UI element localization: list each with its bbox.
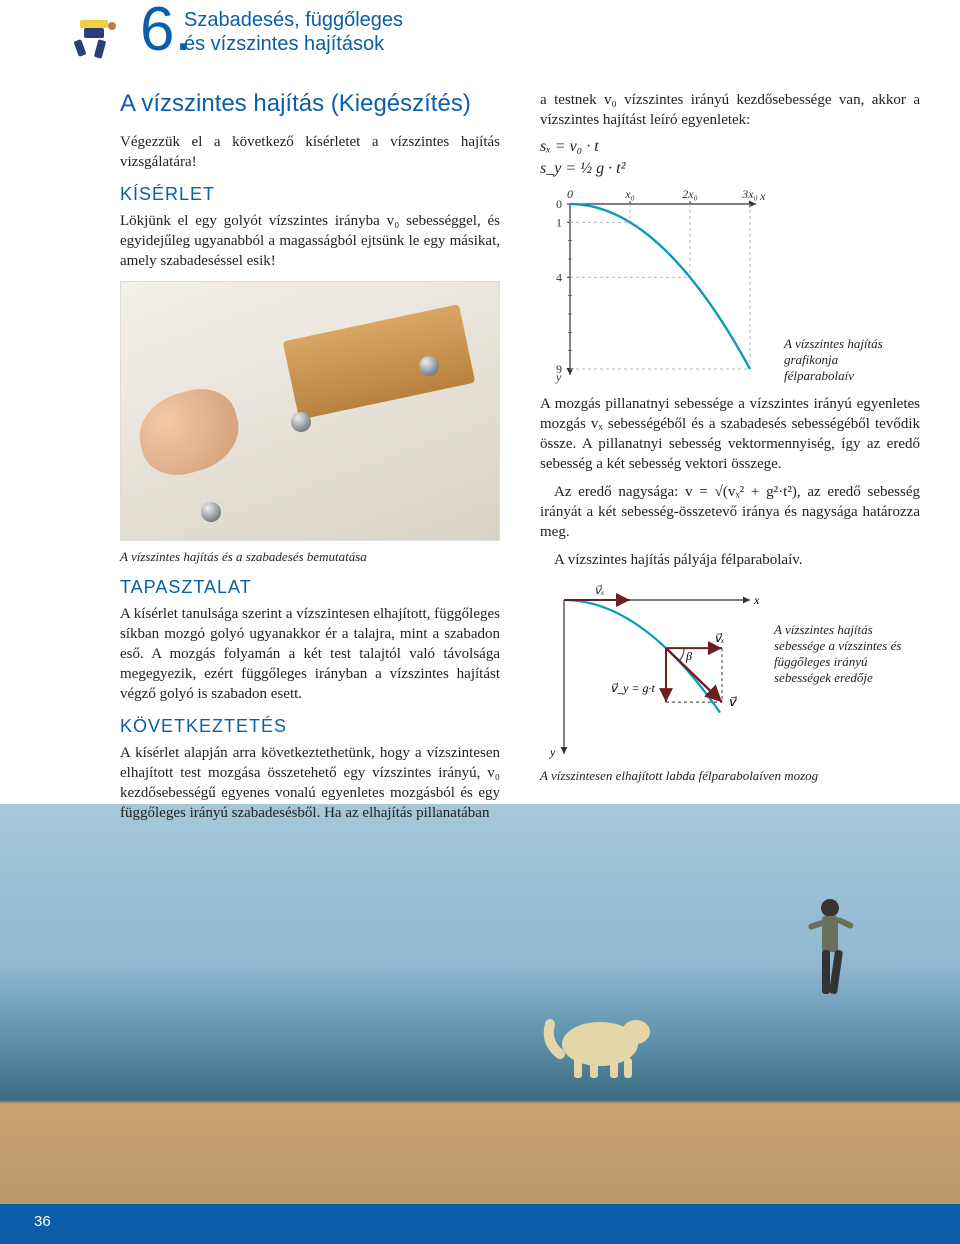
- kiserlet-heading: KÍSÉRLET: [120, 184, 500, 205]
- equation-sy: s_y = ½ g · t²: [540, 160, 920, 178]
- tapasztalat-body: A kísérlet tanulsága szerint a vízszinte…: [120, 604, 500, 704]
- parabola-chart: 0x₀2x₀3x₀x0149y A vízszintes hajítás gra…: [540, 186, 920, 386]
- kiserlet-body: Lökjünk el egy golyót vízszintes irányba…: [120, 211, 500, 271]
- svg-text:v⃗: v⃗: [728, 694, 738, 709]
- chart1-caption: A vízszintes hajítás grafikonja félparab…: [784, 336, 904, 384]
- dog-figure: [540, 994, 660, 1084]
- svg-text:3x₀: 3x₀: [741, 187, 758, 201]
- tapasztalat-heading: TAPASZTALAT: [120, 577, 500, 598]
- svg-text:0: 0: [567, 187, 573, 201]
- beach-photo-caption: A vízszintesen elhajított labda félparab…: [540, 768, 920, 784]
- person-figure: [800, 894, 860, 1034]
- svg-text:2x₀: 2x₀: [682, 187, 698, 201]
- experiment-photo: [120, 281, 500, 541]
- right-intro: a testnek v₀ vízszintes irányú kezdősebe…: [540, 90, 920, 130]
- svg-text:v⃗ₓ: v⃗ₓ: [714, 631, 725, 645]
- svg-text:x: x: [753, 593, 760, 607]
- velocity-diagram: x y v⃗ₓ v⃗ₓ v⃗_y = g·t β v⃗ A vízszintes hajít…: [540, 582, 920, 762]
- section-title: A vízszintes hajítás (Kiegészítés): [120, 90, 500, 118]
- svg-text:v⃗_y = g·t: v⃗_y = g·t: [610, 681, 656, 695]
- svg-text:y: y: [549, 745, 556, 759]
- right-para3: A vízszintes hajítás pályája félparabola…: [540, 550, 920, 570]
- svg-text:y: y: [555, 370, 562, 384]
- footer-stripe: [0, 1200, 960, 1244]
- skydiver-icon: [70, 8, 130, 68]
- intro-paragraph: Végezzük el a következő kísérletet a víz…: [120, 132, 500, 172]
- fig1-caption: A vízszintes hajítás és a szabadesés bem…: [120, 549, 500, 565]
- svg-text:0: 0: [556, 197, 562, 211]
- svg-text:v⃗ₓ: v⃗ₓ: [594, 583, 605, 597]
- svg-text:x₀: x₀: [624, 187, 635, 201]
- page-number: 36: [34, 1213, 51, 1230]
- beach-photo: [0, 804, 960, 1204]
- kovetkeztetes-heading: KÖVETKEZTETÉS: [120, 716, 500, 737]
- kovetkeztetes-body: A kísérlet alapján arra következtethetün…: [120, 743, 500, 823]
- svg-text:β: β: [685, 649, 692, 663]
- chart2-caption: A vízszintes hajítás sebessége a vízszin…: [774, 622, 904, 686]
- svg-text:x: x: [759, 189, 766, 203]
- equation-sx: sₓ = v₀ · t: [540, 138, 920, 156]
- right-para1: A mozgás pillanatnyi sebessége a vízszin…: [540, 394, 920, 474]
- chapter-title: Szabadesés, függőleges és vízszintes haj…: [184, 8, 403, 56]
- svg-text:4: 4: [556, 270, 562, 284]
- svg-text:1: 1: [556, 215, 562, 229]
- right-para2: Az eredő nagysága: v = √(vₓ² + g²·t²), a…: [540, 482, 920, 542]
